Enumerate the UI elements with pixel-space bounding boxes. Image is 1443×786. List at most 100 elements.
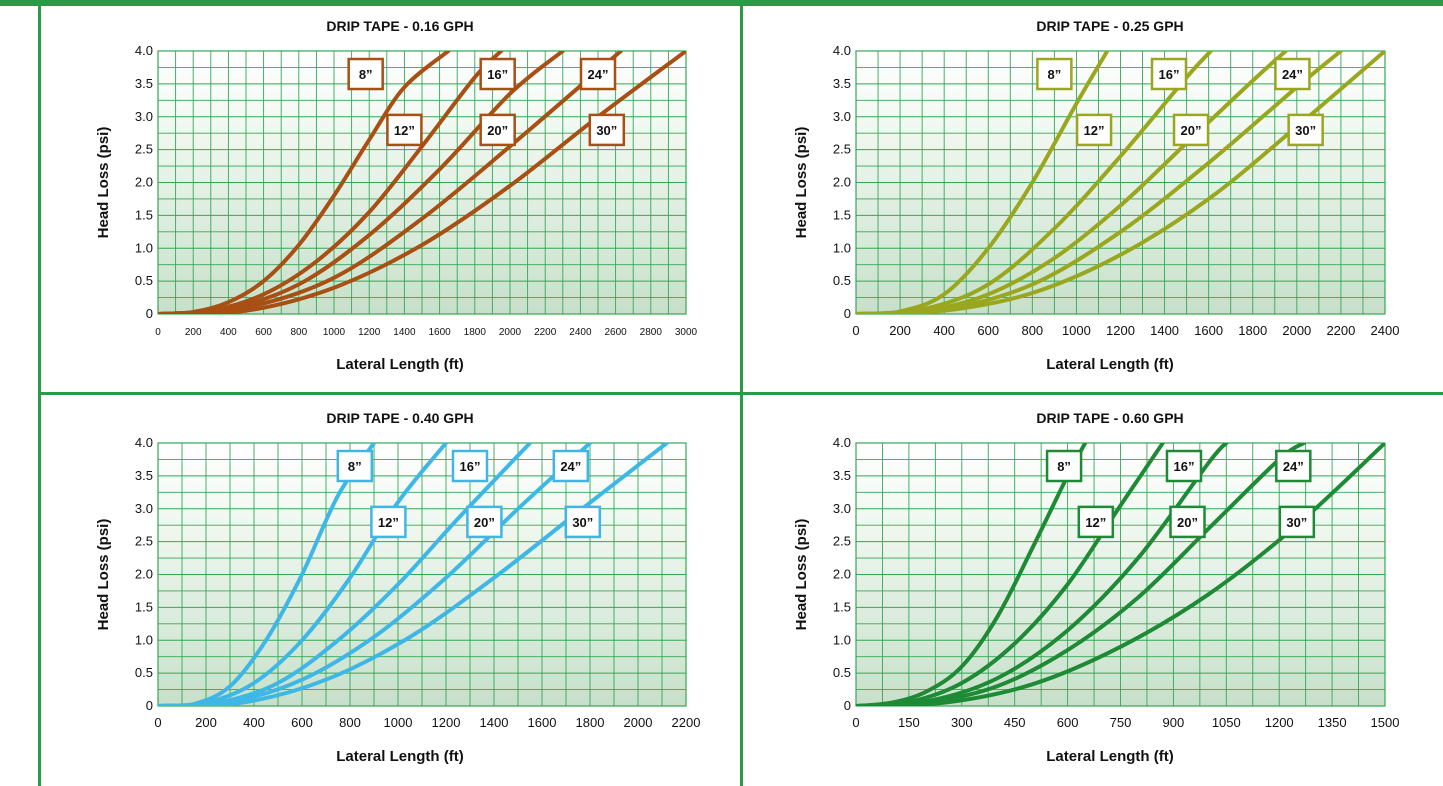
x-tick-label: 2000 — [499, 327, 522, 338]
x-tick-label: 1800 — [464, 327, 487, 338]
y-tick-label: 4.0 — [833, 435, 851, 450]
chart-title: DRIP TAPE - 0.16 GPH — [326, 18, 473, 34]
y-tick-label: 2.0 — [833, 567, 851, 582]
curve-label-text: 20” — [487, 123, 508, 138]
y-axis-label: Head Loss (psi) — [793, 519, 810, 631]
curve-label-text: 12” — [1085, 515, 1106, 530]
x-tick-label: 400 — [243, 715, 265, 730]
y-tick-label: 2.5 — [135, 142, 153, 157]
y-tick-label: 3.5 — [833, 468, 851, 483]
x-tick-label: 600 — [977, 323, 999, 338]
curve-label-3: 16” — [451, 449, 489, 483]
chart-title: DRIP TAPE - 0.60 GPH — [1036, 410, 1183, 426]
x-tick-label: 1350 — [1318, 715, 1347, 730]
curve-label-box — [1278, 505, 1316, 539]
curve-label-box — [1150, 57, 1188, 91]
curve-label-box — [564, 505, 602, 539]
x-axis-label: Lateral Length (ft) — [1046, 748, 1174, 765]
curve-label-text: 24” — [588, 67, 609, 82]
curve-label-text: 24” — [1283, 459, 1304, 474]
x-tick-label: 400 — [933, 323, 955, 338]
curve-label-box — [1036, 57, 1073, 91]
curve-label-text: 8” — [1048, 67, 1062, 82]
x-tick-label: 800 — [1021, 323, 1043, 338]
x-tick-label: 0 — [154, 715, 161, 730]
curve-label-box — [552, 449, 590, 483]
curve-label-2: 12” — [370, 505, 407, 539]
x-tick-label: 1400 — [480, 715, 509, 730]
curve-label-1: 8” — [1045, 449, 1083, 483]
x-tick-label: 2800 — [640, 327, 663, 338]
curve-label-1: 8” — [336, 449, 374, 483]
x-tick-label: 200 — [195, 715, 217, 730]
y-tick-label: 3.0 — [833, 501, 851, 516]
curve-label-text: 24” — [560, 459, 581, 474]
x-tick-label: 1200 — [358, 327, 381, 338]
y-tick-label: 2.5 — [833, 534, 851, 549]
x-tick-label: 1000 — [1062, 323, 1091, 338]
chart-title: DRIP TAPE - 0.40 GPH — [326, 410, 473, 426]
curve-label-5: 24” — [579, 57, 617, 91]
curve-label-1: 8” — [347, 57, 384, 91]
y-axis-label: Head Loss (psi) — [95, 127, 112, 239]
curve-label-box — [479, 113, 516, 147]
curve-label-text: 16” — [1173, 459, 1194, 474]
curve-label-6: 30” — [588, 113, 626, 147]
y-tick-label: 0 — [844, 698, 851, 713]
curve-label-box — [1169, 505, 1206, 539]
curve-label-4: 20” — [1172, 113, 1210, 147]
curve-label-box — [579, 57, 617, 91]
x-tick-label: 1800 — [1238, 323, 1267, 338]
curve-label-3: 16” — [1165, 449, 1203, 483]
y-tick-label: 1.5 — [135, 207, 153, 222]
curve-label-box — [588, 113, 626, 147]
curve-label-text: 30” — [596, 123, 617, 138]
x-tick-label: 2400 — [1371, 323, 1400, 338]
curve-label-box — [1274, 57, 1311, 91]
y-tick-label: 3.5 — [135, 468, 153, 483]
curve-label-box — [336, 449, 374, 483]
y-tick-label: 2.0 — [135, 175, 153, 190]
y-tick-label: 0 — [146, 698, 153, 713]
x-tick-label: 1500 — [1371, 715, 1400, 730]
plot-border — [855, 442, 1386, 707]
y-tick-label: 1.5 — [833, 207, 851, 222]
x-tick-label: 1800 — [576, 715, 605, 730]
x-tick-label: 800 — [339, 715, 361, 730]
curve-label-box — [347, 57, 384, 91]
y-axis-label: Head Loss (psi) — [793, 127, 810, 239]
x-tick-label: 0 — [852, 323, 859, 338]
chart-title: DRIP TAPE - 0.25 GPH — [1036, 18, 1183, 34]
y-tick-label: 0.5 — [135, 273, 153, 288]
y-tick-label: 3.5 — [135, 76, 153, 91]
x-axis-label: Lateral Length (ft) — [336, 356, 464, 373]
y-tick-label: 0 — [844, 306, 851, 321]
curve-label-text: 8” — [359, 67, 373, 82]
plot-border — [855, 50, 1386, 315]
y-tick-label: 0.5 — [833, 665, 851, 680]
y-tick-label: 4.0 — [833, 43, 851, 58]
curve-label-4: 20” — [1169, 505, 1206, 539]
curve-label-text: 8” — [1057, 459, 1071, 474]
curve-label-box — [1077, 505, 1115, 539]
curve-label-box — [1287, 113, 1324, 147]
x-tick-label: 900 — [1163, 715, 1185, 730]
curve-label-box — [370, 505, 407, 539]
curve-label-5: 24” — [552, 449, 590, 483]
curve-label-text: 30” — [572, 515, 593, 530]
x-tick-label: 1600 — [528, 715, 557, 730]
y-tick-label: 2.0 — [833, 175, 851, 190]
x-tick-label: 0 — [852, 715, 859, 730]
curve-label-text: 12” — [378, 515, 399, 530]
x-tick-label: 1600 — [428, 327, 451, 338]
curve-label-2: 12” — [1077, 505, 1115, 539]
curve-label-text: 8” — [348, 459, 362, 474]
x-tick-label: 400 — [220, 327, 237, 338]
y-tick-label: 2.0 — [135, 567, 153, 582]
curve-label-5: 24” — [1274, 57, 1311, 91]
curve-label-3: 16” — [1150, 57, 1188, 91]
x-axis-label: Lateral Length (ft) — [336, 748, 464, 765]
curve-label-6: 30” — [1287, 113, 1324, 147]
curve-label-box — [1275, 449, 1312, 483]
